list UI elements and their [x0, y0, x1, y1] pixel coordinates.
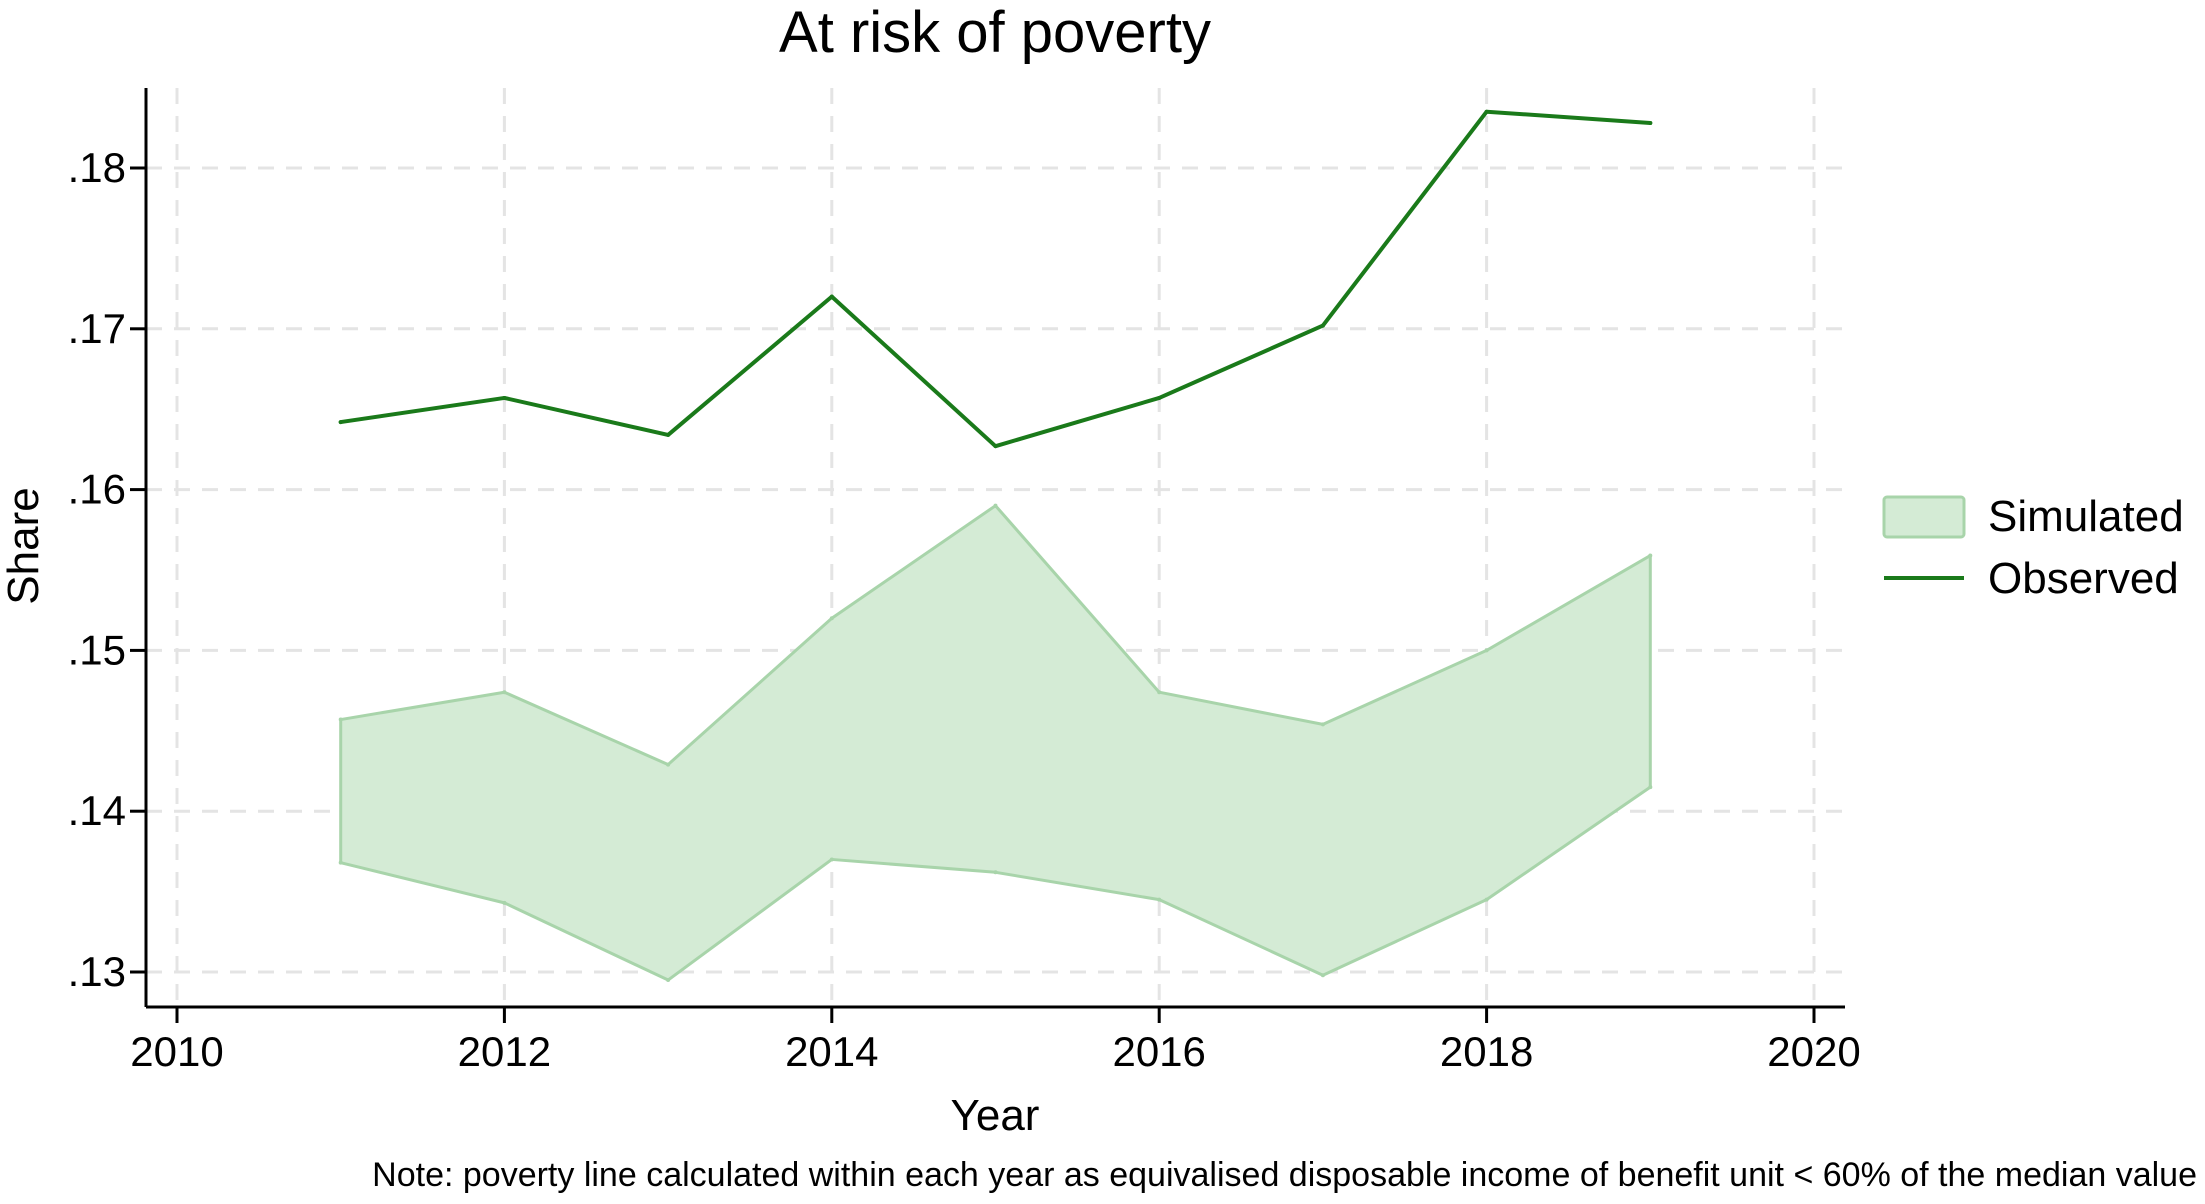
x-axis-title: Year [951, 1091, 1040, 1140]
legend-swatch-simulated [1882, 495, 1966, 539]
band-lower-point-2019 [1648, 785, 1653, 790]
line-point-2013 [666, 432, 671, 437]
plot-series [338, 109, 1653, 983]
band-lower-point-2011 [338, 860, 343, 865]
x-tick-label-2018: 2018 [1440, 1028, 1533, 1075]
band-upper-point-2011 [338, 717, 343, 722]
x-tick-label-2014: 2014 [785, 1028, 878, 1075]
y-tick-label-.13: .13 [68, 948, 126, 995]
y-tick-label-.14: .14 [68, 787, 126, 834]
y-tick-label-.17: .17 [68, 305, 126, 352]
line-point-2019 [1648, 120, 1653, 125]
series-band-simulated [339, 504, 1652, 982]
band-upper-point-2018 [1484, 648, 1489, 653]
y-tick-label-.15: .15 [68, 626, 126, 673]
tick-marks [130, 166, 1816, 1023]
line-point-2014 [829, 294, 834, 299]
x-tick-label-2016: 2016 [1112, 1028, 1205, 1075]
y-tick-label-.16: .16 [68, 466, 126, 513]
legend: Simulated Observed [1882, 492, 2184, 603]
axes [144, 88, 1845, 1009]
band-upper-point-2016 [1157, 690, 1162, 695]
band-upper-point-2013 [666, 762, 671, 767]
band-upper-point-2015 [993, 503, 998, 508]
chart-title: At risk of poverty [779, 0, 1211, 65]
legend-label-simulated: Simulated [1988, 492, 2184, 541]
y-tick-label-.18: .18 [68, 144, 126, 191]
line-point-2015 [993, 444, 998, 449]
y-axis-title: Share [0, 487, 48, 604]
line-point-2017 [1320, 323, 1325, 328]
legend-label-observed: Observed [1988, 554, 2179, 603]
band-lower-point-2014 [829, 857, 834, 862]
band-upper-point-2017 [1320, 722, 1325, 727]
x-tick-label-2010: 2010 [130, 1028, 223, 1075]
band-lower-point-2017 [1320, 973, 1325, 978]
line-point-2012 [502, 395, 507, 400]
line-point-2016 [1157, 395, 1162, 400]
band-upper-point-2014 [829, 616, 834, 621]
band-lower-point-2013 [666, 978, 671, 983]
series-line-observed [338, 109, 1653, 449]
tick-labels: .13 .14 .15 .16 .17 .18 2010 2012 2014 2016 2018 20… [68, 144, 1861, 1075]
band-lower-point-2015 [993, 870, 998, 875]
line-point-2011 [338, 420, 343, 425]
band-lower-point-2018 [1484, 897, 1489, 902]
x-tick-label-2020: 2020 [1767, 1028, 1860, 1075]
line-point-2018 [1484, 109, 1489, 114]
band-lower-point-2016 [1157, 897, 1162, 902]
band-lower-point-2012 [502, 900, 507, 905]
x-tick-label-2012: 2012 [458, 1028, 551, 1075]
band-upper-point-2012 [502, 690, 507, 695]
chart-note: Note: poverty line calculated within eac… [372, 1156, 2197, 1194]
band-upper-point-2019 [1648, 553, 1653, 558]
